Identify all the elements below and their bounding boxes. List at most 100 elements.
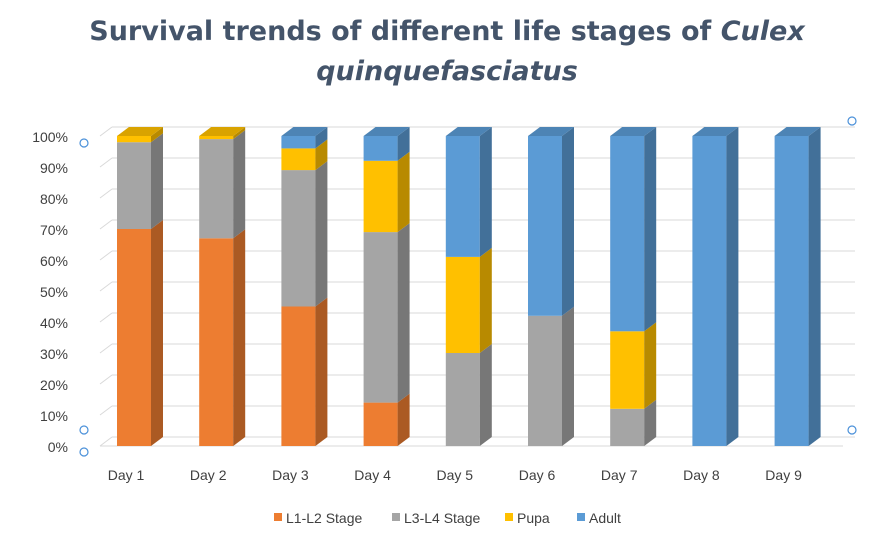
x-tick-label: Day 8 <box>683 467 720 483</box>
bar-side <box>233 127 246 140</box>
legend[interactable]: L1-L2 Stage L3-L4 Stage Pupa Adult <box>274 510 621 526</box>
x-tick-label: Day 7 <box>601 467 638 483</box>
gridline-side <box>99 374 113 385</box>
gridline-side <box>99 281 113 292</box>
bar-segment[interactable] <box>610 399 657 446</box>
bar-front <box>363 232 398 403</box>
bar-segment[interactable] <box>445 127 492 257</box>
bar-segment[interactable] <box>199 127 246 140</box>
bar-segment[interactable] <box>445 344 492 446</box>
bar-front <box>363 160 398 233</box>
x-axis: Day 1 Day 2 Day 3 Day 4 Day 5 Day 6 Day 7 Day 8… <box>108 467 802 483</box>
bar-front <box>199 136 234 140</box>
chart-title-text: Survival trends of different life stages… <box>89 16 721 47</box>
bar-side <box>233 130 246 239</box>
y-tick-label: 80% <box>40 191 68 207</box>
bar-segment[interactable] <box>363 151 410 233</box>
bar-segment[interactable] <box>692 127 739 446</box>
y-tick-label: 50% <box>40 284 68 300</box>
resize-handle[interactable] <box>79 447 89 457</box>
bar-front <box>528 315 562 446</box>
y-tick-label: 20% <box>40 377 68 393</box>
legend-item[interactable]: L1-L2 Stage <box>274 510 362 526</box>
bar-front <box>363 136 398 161</box>
bar-side <box>808 127 821 446</box>
gridline-side <box>99 405 113 416</box>
bar-top <box>692 127 739 136</box>
bar-segment[interactable] <box>610 127 657 332</box>
bar-top <box>281 127 328 136</box>
legend-swatch <box>392 513 400 521</box>
bar-front <box>610 408 645 446</box>
bar-side <box>315 127 328 149</box>
bar-top <box>199 127 246 136</box>
selection-handles[interactable] <box>79 116 857 457</box>
bar-segment[interactable] <box>528 127 574 316</box>
bar-side <box>151 133 163 229</box>
bar-segment[interactable] <box>117 133 163 229</box>
x-tick-label: Day 4 <box>354 467 391 483</box>
x-tick-label: Day 3 <box>272 467 309 483</box>
bar-side <box>151 127 163 143</box>
bar-segment[interactable] <box>199 130 246 239</box>
bar-segment[interactable] <box>117 220 163 446</box>
bar-column[interactable] <box>363 127 410 446</box>
bar-front <box>281 148 316 171</box>
bar-column[interactable] <box>528 127 574 446</box>
bar-top <box>528 127 574 136</box>
bar-front <box>445 353 480 446</box>
bars <box>117 127 821 446</box>
bar-segment[interactable] <box>281 297 328 447</box>
bar-segment[interactable] <box>281 161 328 307</box>
bar-segment[interactable] <box>445 247 492 353</box>
x-tick-label: Day 2 <box>190 467 227 483</box>
bar-front <box>610 136 645 332</box>
legend-swatch <box>577 513 585 521</box>
bar-segment[interactable] <box>363 127 410 161</box>
bar-segment[interactable] <box>199 229 246 446</box>
bar-column[interactable] <box>117 127 163 446</box>
bar-front <box>117 142 151 229</box>
resize-handle[interactable] <box>79 138 89 148</box>
bar-column[interactable] <box>281 127 328 447</box>
bar-column[interactable] <box>610 127 657 446</box>
bar-segment[interactable] <box>117 127 163 143</box>
y-tick-label: 60% <box>40 253 68 269</box>
bar-top <box>363 127 410 136</box>
bar-front <box>445 256 480 353</box>
bar-side <box>562 306 574 446</box>
bar-front <box>610 331 645 409</box>
bar-front <box>528 136 562 316</box>
bar-front <box>363 402 398 446</box>
bar-column[interactable] <box>692 127 739 446</box>
legend-item[interactable]: L3-L4 Stage <box>392 510 480 526</box>
bar-front <box>117 229 151 446</box>
bar-front <box>281 170 316 307</box>
bar-column[interactable] <box>445 127 492 446</box>
resize-handle[interactable] <box>79 425 89 435</box>
bar-segment[interactable] <box>610 322 657 409</box>
resize-handle[interactable] <box>847 116 857 126</box>
bar-segment[interactable] <box>774 127 821 446</box>
gridline-side <box>99 343 113 354</box>
x-tick-label: Day 6 <box>519 467 556 483</box>
y-axis: 0% 10% 20% 30% 40% 50% 60% 70% 80% 90% 100% <box>32 129 68 455</box>
bar-side <box>479 247 492 353</box>
bar-column[interactable] <box>199 127 246 446</box>
bar-segment[interactable] <box>363 223 410 403</box>
resize-handle[interactable] <box>847 425 857 435</box>
legend-item[interactable]: Pupa <box>505 510 550 526</box>
gridline-side <box>99 157 113 168</box>
gridline-side <box>99 219 113 230</box>
bar-side <box>315 161 328 307</box>
legend-item[interactable]: Adult <box>577 510 621 526</box>
bar-segment[interactable] <box>363 393 410 446</box>
gridline-side <box>99 126 113 137</box>
bar-segment[interactable] <box>281 127 328 149</box>
bar-segment[interactable] <box>281 139 328 171</box>
bar-top <box>445 127 492 136</box>
bar-column[interactable] <box>774 127 821 446</box>
chart-title-species: quinquefasciatus <box>316 56 578 87</box>
bar-segment[interactable] <box>528 306 574 446</box>
